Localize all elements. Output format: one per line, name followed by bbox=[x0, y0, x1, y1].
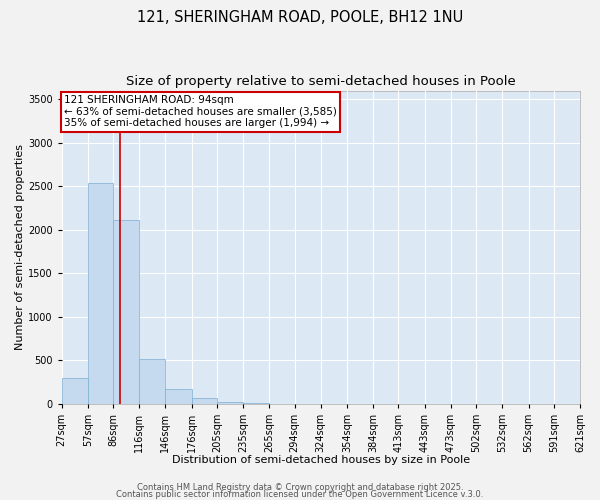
Bar bbox=[113, 220, 139, 404]
Bar bbox=[217, 402, 243, 404]
Text: 121 SHERINGHAM ROAD: 94sqm
← 63% of semi-detached houses are smaller (3,585)
35%: 121 SHERINGHAM ROAD: 94sqm ← 63% of semi… bbox=[64, 96, 337, 128]
Text: 121, SHERINGHAM ROAD, POOLE, BH12 1NU: 121, SHERINGHAM ROAD, POOLE, BH12 1NU bbox=[137, 10, 463, 25]
Bar bbox=[166, 389, 191, 404]
Title: Size of property relative to semi-detached houses in Poole: Size of property relative to semi-detach… bbox=[126, 75, 515, 88]
Text: Contains public sector information licensed under the Open Government Licence v.: Contains public sector information licen… bbox=[116, 490, 484, 499]
Y-axis label: Number of semi-detached properties: Number of semi-detached properties bbox=[15, 144, 25, 350]
Text: Contains HM Land Registry data © Crown copyright and database right 2025.: Contains HM Land Registry data © Crown c… bbox=[137, 484, 463, 492]
Bar bbox=[88, 183, 113, 404]
Bar bbox=[139, 360, 166, 404]
Bar bbox=[62, 378, 88, 404]
X-axis label: Distribution of semi-detached houses by size in Poole: Distribution of semi-detached houses by … bbox=[172, 455, 470, 465]
Bar bbox=[191, 398, 217, 404]
